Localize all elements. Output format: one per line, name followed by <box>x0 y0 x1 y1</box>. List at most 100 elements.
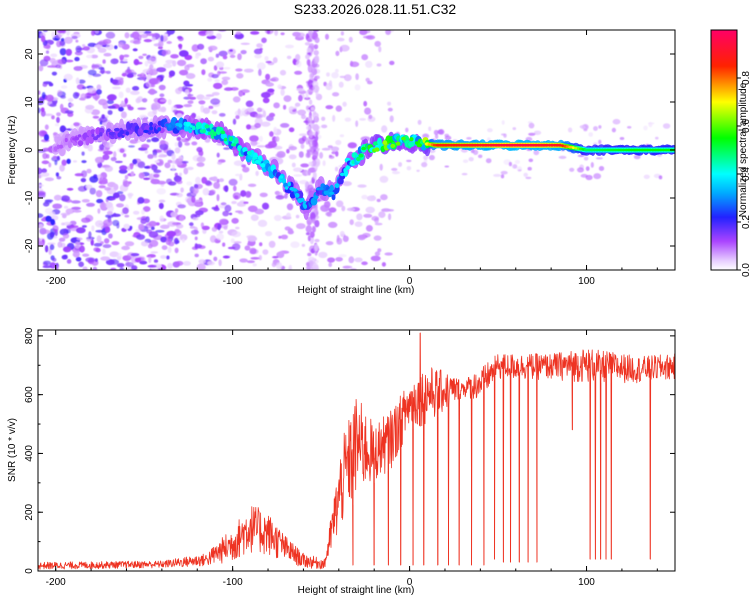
noise-blob <box>39 59 49 67</box>
noise-blob <box>286 55 292 60</box>
noise-blob <box>60 195 70 202</box>
noise-blob <box>177 204 186 209</box>
noise-blob <box>230 238 235 244</box>
noise-blob <box>493 173 502 177</box>
noise-blob <box>86 168 92 174</box>
noise-blob <box>374 251 381 256</box>
noise-blob <box>428 126 432 132</box>
ridge-cell <box>67 141 72 149</box>
noise-blob <box>99 202 107 209</box>
noise-blob <box>211 226 218 232</box>
noise-blob <box>208 249 213 256</box>
noise-blob <box>364 107 372 115</box>
noise-blob <box>150 226 155 231</box>
noise-blob <box>284 193 288 199</box>
noise-blob <box>94 30 100 34</box>
noise-blob <box>301 114 306 120</box>
noise-blob <box>81 160 87 164</box>
noise-blob <box>354 257 363 263</box>
noise-blob <box>243 201 249 204</box>
y-tick-label: 0 <box>24 568 35 574</box>
noise-blob <box>261 37 267 44</box>
snr-frame <box>37 329 676 572</box>
noise-blob <box>259 192 268 198</box>
noise-blob <box>373 235 382 241</box>
noise-blob <box>127 165 131 171</box>
noise-blob <box>166 41 172 44</box>
noise-blob <box>42 82 48 87</box>
noise-blob <box>123 223 130 230</box>
noise-blob <box>182 261 191 266</box>
ridge-core <box>345 165 351 170</box>
noise-blob <box>195 54 199 59</box>
noise-blob <box>343 74 352 82</box>
noise-blob <box>269 78 277 82</box>
noise-blob <box>611 127 617 133</box>
y-tick-label: -20 <box>24 238 35 253</box>
noise-blob <box>577 167 584 173</box>
noise-blob <box>44 177 55 182</box>
noise-blob <box>178 50 189 57</box>
noise-blob <box>147 264 157 268</box>
noise-blob <box>365 225 373 232</box>
noise-blob <box>359 118 366 121</box>
noise-blob <box>416 169 420 172</box>
noise-blob <box>298 151 304 158</box>
ridge-core <box>547 143 551 147</box>
ridge-core <box>409 137 414 142</box>
noise-blob <box>237 53 242 61</box>
noise-blob <box>398 162 403 167</box>
noise-blob <box>144 60 149 67</box>
noise-blob <box>272 57 278 64</box>
noise-blob <box>141 209 145 215</box>
noise-blob <box>231 231 241 238</box>
noise-blob <box>119 60 128 64</box>
noise-blob <box>368 114 373 120</box>
noise-blob <box>229 212 233 216</box>
noise-blob <box>273 126 278 134</box>
noise-blob <box>528 122 535 129</box>
noise-blob <box>56 30 64 34</box>
noise-blob <box>355 73 359 81</box>
noise-blob <box>106 99 114 105</box>
noise-blob <box>328 155 335 159</box>
noise-blob <box>72 160 78 163</box>
noise-blob <box>305 225 312 233</box>
noise-blob <box>177 140 183 148</box>
noise-blob <box>158 40 164 48</box>
noise-blob <box>583 156 589 161</box>
noise-blob <box>259 242 263 247</box>
noise-blob <box>217 161 223 165</box>
ridge-core <box>356 156 361 162</box>
noise-blob <box>180 187 184 193</box>
ridge-core <box>334 183 340 189</box>
noise-blob <box>158 84 166 91</box>
noise-blob <box>298 133 307 137</box>
ridge-core <box>626 148 632 152</box>
noise-blob <box>250 214 259 221</box>
noise-blob <box>187 93 192 99</box>
noise-blob <box>95 190 103 198</box>
x-tick-label: -100 <box>223 577 243 588</box>
noise-blob <box>294 102 301 107</box>
noise-blob <box>235 115 240 120</box>
ridge-core <box>318 187 324 191</box>
noise-blob <box>265 60 272 64</box>
noise-blob <box>89 175 99 183</box>
noise-blob <box>176 180 183 185</box>
noise-blob <box>148 256 152 264</box>
ridge-core <box>143 129 149 133</box>
ridge-core <box>204 124 210 129</box>
noise-blob <box>184 64 190 71</box>
spectrogram-x-ticks: -200 -100 0 100 <box>46 30 658 287</box>
noise-blob <box>194 243 198 250</box>
noise-blob <box>56 155 60 161</box>
ridge-core <box>395 141 401 146</box>
noise-blob <box>156 180 167 185</box>
noise-blob <box>194 236 198 241</box>
noise-blob <box>138 172 145 179</box>
ridge-cell <box>331 194 336 201</box>
ridge-core <box>568 145 573 149</box>
noise-blob <box>580 125 586 130</box>
